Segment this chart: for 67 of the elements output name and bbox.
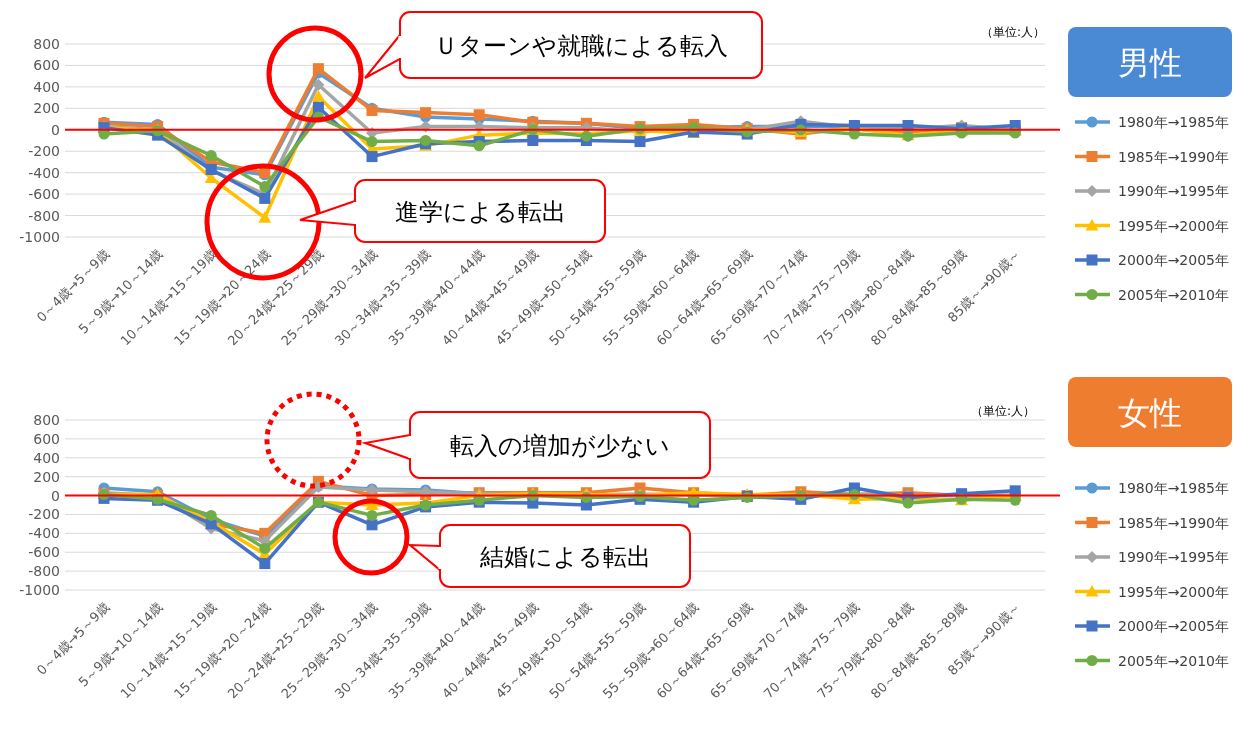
point <box>259 181 271 193</box>
annotation: 転入の増加が少ない <box>450 432 670 460</box>
y-tick-label: 0 <box>51 487 60 504</box>
point <box>473 109 485 121</box>
y-tick-label: 200 <box>33 100 60 117</box>
legend-label: 1985年→1990年 <box>1118 148 1229 165</box>
point <box>205 509 217 521</box>
y-tick-label: 800 <box>33 36 60 52</box>
y-tick-label: -800 <box>28 563 60 580</box>
callout: 進学による転出 <box>299 179 606 243</box>
legend-label: 1995年→2000年 <box>1118 217 1229 234</box>
point <box>259 542 271 554</box>
y-tick-label: -200 <box>28 143 60 160</box>
y-tick-label: -1000 <box>19 229 60 245</box>
callout: 結婚による転出 <box>407 524 691 588</box>
point <box>312 78 325 91</box>
point <box>420 107 432 119</box>
callout: Ｕターンや就職による転入 <box>364 11 763 79</box>
annotation: 結婚による転出 <box>478 543 651 571</box>
y-tick-label: 800 <box>33 412 60 428</box>
legend-label: 1980年→1985年 <box>1118 114 1229 130</box>
annotation: Ｕターンや就職による転入 <box>434 32 728 60</box>
y-tick-label: 400 <box>33 449 60 466</box>
callout: 転入の増加が少ない <box>361 411 711 479</box>
point <box>634 136 646 148</box>
legend-label: 2000年→2005年 <box>1118 252 1229 268</box>
y-tick-label: 600 <box>33 430 60 447</box>
point <box>366 151 378 163</box>
legend-title: 女性 <box>1118 394 1182 432</box>
legend-label: 2005年→2010年 <box>1118 286 1229 303</box>
y-tick-label: 600 <box>33 57 60 74</box>
y-tick-label: -400 <box>28 525 60 542</box>
point <box>311 90 325 102</box>
point <box>258 211 272 223</box>
y-tick-label: 400 <box>33 78 60 95</box>
point <box>1009 485 1021 497</box>
legend-label: 2000年→2005年 <box>1118 618 1229 634</box>
legend-label: 1995年→2000年 <box>1118 583 1229 600</box>
y-tick-label: -400 <box>28 164 60 181</box>
point <box>473 140 485 152</box>
y-tick-label: 0 <box>51 121 60 138</box>
y-tick-label: -600 <box>28 186 60 203</box>
legend-title: 男性 <box>1118 44 1182 82</box>
point <box>366 136 378 148</box>
point <box>312 63 324 75</box>
y-tick-label: -200 <box>28 506 60 523</box>
legend-label: 1980年→1985年 <box>1118 480 1229 496</box>
y-tick-label: -600 <box>28 544 60 561</box>
y-tick-label: -1000 <box>19 582 60 598</box>
legend-label: 1985年→1990年 <box>1118 514 1229 531</box>
point <box>312 101 324 113</box>
annotation: 進学による転出 <box>394 198 566 226</box>
point <box>420 135 432 146</box>
point <box>527 135 539 146</box>
point <box>366 509 378 521</box>
legend-label: 1990年→1995年 <box>1118 183 1229 199</box>
legend-label: 1990年→1995年 <box>1118 549 1229 565</box>
text: （単位:人） <box>980 25 1045 39</box>
text: （単位:人） <box>970 404 1035 418</box>
point <box>259 192 271 204</box>
point <box>259 558 271 570</box>
legend-label: 2005年→2010年 <box>1118 652 1229 669</box>
point <box>366 519 378 531</box>
point <box>902 497 914 509</box>
y-tick-label: -800 <box>28 207 60 224</box>
y-tick-label: 200 <box>33 468 60 485</box>
point <box>205 150 217 162</box>
